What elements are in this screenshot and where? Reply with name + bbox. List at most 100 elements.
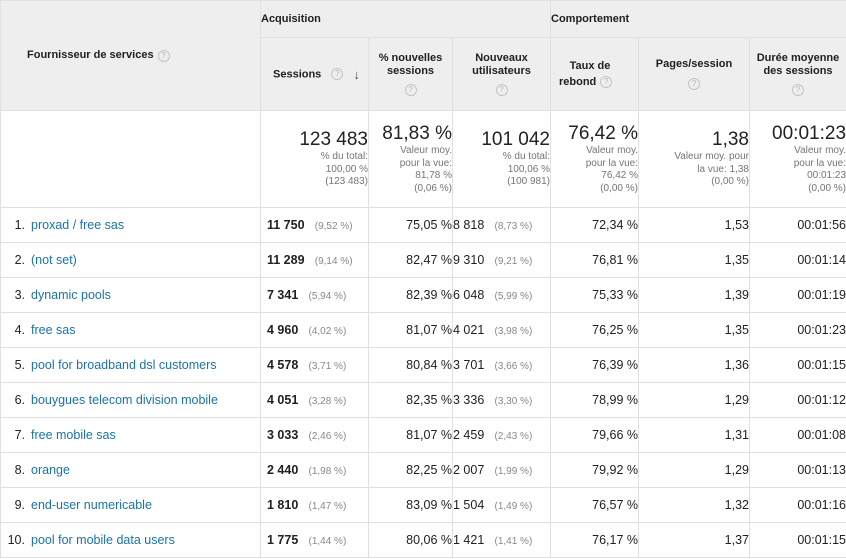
new-users-value: 1 504 bbox=[453, 498, 485, 512]
cell-provider: 6. bouygues telecom division mobile bbox=[0, 382, 261, 418]
row-index: 9. bbox=[14, 498, 25, 512]
provider-link[interactable]: free sas bbox=[31, 323, 76, 337]
table-row: 5. pool for broadband dsl customers 4 578 (… bbox=[0, 347, 846, 383]
cell-pages-session: 1,53 bbox=[638, 207, 750, 243]
provider-link[interactable]: proxad / free sas bbox=[31, 218, 125, 232]
row-index: 10. bbox=[7, 533, 25, 547]
cell-avg-duration: 00:01:19 bbox=[748, 277, 846, 313]
cell-bounce: 76,57 % bbox=[550, 487, 639, 523]
question-icon[interactable]: ? bbox=[792, 84, 804, 97]
question-icon[interactable]: ? bbox=[688, 77, 700, 90]
cell-pages-session: 1,35 bbox=[638, 242, 750, 278]
question-icon[interactable]: ? bbox=[495, 84, 508, 97]
cell-provider: 3. dynamic pools bbox=[0, 277, 261, 313]
dimension-header[interactable]: Fournisseur de services? bbox=[0, 0, 261, 111]
cell-pages-session: 1,37 bbox=[638, 522, 750, 558]
group-behaviour: Comportement bbox=[549, 0, 846, 38]
table-row: 9. end-user numericable 1 810 (1,47 %) 83,09… bbox=[0, 487, 846, 523]
sessions-value: 1 810 bbox=[267, 498, 299, 512]
cell-sessions: 2 440 (1,98 %) bbox=[260, 452, 369, 488]
row-index: 2. bbox=[14, 253, 25, 267]
provider-link[interactable]: dynamic pools bbox=[31, 288, 111, 302]
cell-provider: 4. free sas bbox=[0, 312, 261, 348]
cell-bounce: 75,33 % bbox=[550, 277, 639, 313]
new-users-percent: (9,21 %) bbox=[494, 256, 533, 267]
cell-pages-session: 1,29 bbox=[638, 382, 750, 418]
cell-new-users: 4 021 (3,98 %) bbox=[452, 312, 551, 348]
cell-bounce: 76,81 % bbox=[550, 242, 639, 278]
question-icon[interactable]: ? bbox=[331, 68, 344, 80]
table-rows: 1. proxad / free sas 11 750 (9,52 %) 75,05 %… bbox=[0, 207, 846, 558]
provider-link[interactable]: pool for broadband dsl customers bbox=[31, 358, 217, 372]
provider-link[interactable]: orange bbox=[31, 463, 70, 477]
cell-provider: 10. pool for mobile data users bbox=[0, 522, 261, 558]
question-icon[interactable]: ? bbox=[600, 76, 613, 89]
provider-link[interactable]: free mobile sas bbox=[31, 428, 116, 442]
totals-pages-session: 1,38 Valeur moy. pour la vue: 1,38 (0,00… bbox=[638, 110, 750, 208]
cell-avg-duration: 00:01:16 bbox=[748, 487, 846, 523]
sessions-value: 4 051 bbox=[267, 393, 299, 407]
col-bounce-label-line1: Taux de bbox=[569, 59, 611, 72]
cell-new-sessions: 75,05 % bbox=[368, 207, 453, 243]
col-pages-session-header[interactable]: Pages/session ? bbox=[638, 37, 750, 111]
new-users-value: 9 310 bbox=[453, 253, 485, 267]
provider-link[interactable]: pool for mobile data users bbox=[31, 533, 175, 547]
cell-pages-session: 1,39 bbox=[638, 277, 750, 313]
col-sessions-header[interactable]: Sessions? ↓ bbox=[260, 37, 369, 111]
cell-sessions: 4 960 (4,02 %) bbox=[260, 312, 369, 348]
group-acquisition: Acquisition bbox=[260, 0, 551, 38]
col-bounce-header[interactable]: Taux de rebond? bbox=[550, 37, 639, 111]
table-row: 3. dynamic pools 7 341 (5,94 %) 82,39 % 6 048… bbox=[0, 277, 846, 313]
new-users-value: 8 818 bbox=[453, 218, 485, 232]
totals-new-sessions: 81,83 % Valeur moy. pour la vue: 81,78 %… bbox=[368, 110, 453, 208]
col-avg-duration-header[interactable]: Durée moyenne des sessions ? bbox=[748, 37, 846, 111]
new-users-value: 2 007 bbox=[453, 463, 485, 477]
cell-new-users: 8 818 (8,73 %) bbox=[452, 207, 551, 243]
cell-avg-duration: 00:01:15 bbox=[748, 522, 846, 558]
provider-link[interactable]: (not set) bbox=[31, 253, 77, 267]
col-new-sessions-header[interactable]: % nouvelles sessions ? bbox=[368, 37, 453, 111]
sessions-percent: (1,98 %) bbox=[308, 466, 347, 477]
col-new-users-header[interactable]: Nouveaux utilisateurs ? bbox=[452, 37, 551, 111]
cell-pages-session: 1,32 bbox=[638, 487, 750, 523]
cell-provider: 8. orange bbox=[0, 452, 261, 488]
totals-bounce-note: (0,00 %) bbox=[600, 182, 638, 194]
cell-sessions: 11 289 (9,14 %) bbox=[260, 242, 369, 278]
table-row: 10. pool for mobile data users 1 775 (1,44 … bbox=[0, 522, 846, 558]
table-row: 1. proxad / free sas 11 750 (9,52 %) 75,05 %… bbox=[0, 207, 846, 243]
totals-pages-session-note: Valeur moy. pour bbox=[674, 151, 749, 163]
cell-avg-duration: 00:01:13 bbox=[748, 452, 846, 488]
totals-new-users-note: (100 981) bbox=[507, 176, 550, 188]
new-users-percent: (1,41 %) bbox=[494, 536, 533, 547]
totals-avg-duration-note: pour la vue: bbox=[793, 157, 846, 169]
col-new-users-label: Nouveaux utilisateurs bbox=[472, 51, 531, 77]
cell-new-users: 2 459 (2,43 %) bbox=[452, 417, 551, 453]
cell-avg-duration: 00:01:56 bbox=[748, 207, 846, 243]
totals-new-sessions-note: (0,06 %) bbox=[414, 182, 452, 194]
new-users-value: 3 701 bbox=[453, 358, 485, 372]
provider-link[interactable]: bouygues telecom division mobile bbox=[31, 393, 218, 407]
sessions-percent: (9,14 %) bbox=[314, 256, 353, 267]
cell-new-sessions: 82,39 % bbox=[368, 277, 453, 313]
cell-provider: 7. free mobile sas bbox=[0, 417, 261, 453]
totals-bounce: 76,42 % Valeur moy. pour la vue: 76,42 %… bbox=[550, 110, 639, 208]
new-users-percent: (2,43 %) bbox=[494, 431, 533, 442]
cell-sessions: 4 051 (3,28 %) bbox=[260, 382, 369, 418]
totals-sessions-note: 100,00 % bbox=[325, 163, 368, 175]
cell-bounce: 76,17 % bbox=[550, 522, 639, 558]
question-icon[interactable]: ? bbox=[404, 84, 417, 97]
totals-avg-duration-note: (0,00 %) bbox=[808, 182, 846, 194]
arrow-down-icon[interactable]: ↓ bbox=[353, 66, 360, 82]
new-users-value: 3 336 bbox=[453, 393, 485, 407]
col-sessions-label: Sessions bbox=[273, 67, 322, 80]
new-users-value: 1 421 bbox=[453, 533, 485, 547]
new-users-percent: (5,99 %) bbox=[494, 291, 533, 302]
cell-provider: 2. (not set) bbox=[0, 242, 261, 278]
question-icon[interactable]: ? bbox=[157, 49, 170, 62]
totals-sessions-note: % du total: bbox=[320, 151, 368, 163]
row-index: 6. bbox=[14, 393, 25, 407]
sessions-value: 3 033 bbox=[267, 428, 299, 442]
cell-pages-session: 1,29 bbox=[638, 452, 750, 488]
provider-link[interactable]: end-user numericable bbox=[31, 498, 152, 512]
new-users-value: 4 021 bbox=[453, 323, 485, 337]
